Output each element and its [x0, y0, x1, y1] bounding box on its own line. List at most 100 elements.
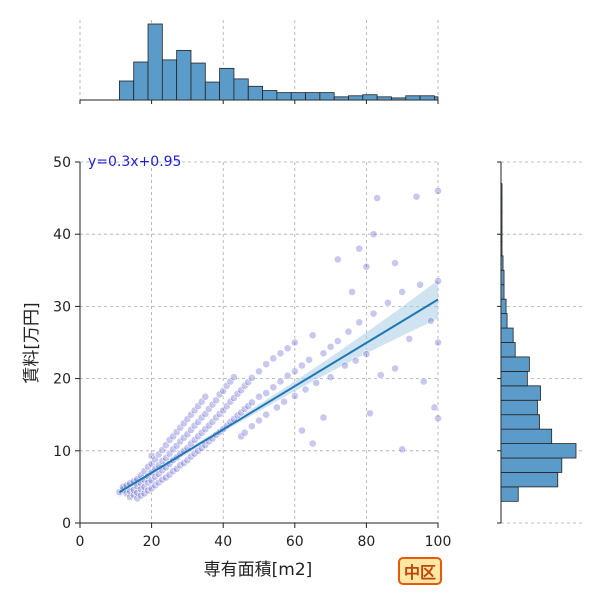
- scatter-point: [312, 379, 321, 387]
- scatter-point: [373, 194, 382, 202]
- right-hist-bar: [500, 197, 503, 213]
- scatter-point: [280, 397, 288, 406]
- scatter-point: [298, 426, 306, 435]
- top-hist-bar: [419, 95, 435, 101]
- region-badge: 中区: [398, 557, 442, 585]
- scatter-point: [426, 316, 435, 325]
- right-hist-bar: [500, 399, 538, 416]
- right-hist-bar: [500, 241, 503, 257]
- scatter-point: [383, 298, 392, 307]
- right-hist-bar: [500, 428, 553, 444]
- x-axis-label: 専有面積[m2]: [204, 560, 313, 580]
- scatter-point: [276, 349, 285, 358]
- scatter-point: [290, 367, 299, 376]
- scatter-point: [362, 350, 371, 358]
- right-hist-bar: [500, 298, 507, 315]
- scatter-point: [298, 361, 306, 370]
- x-tick-label: 60: [286, 534, 304, 550]
- scatter-point: [230, 373, 238, 382]
- right-hist-bar: [500, 284, 505, 300]
- scatter-point: [262, 360, 271, 369]
- scatter-point: [376, 371, 385, 379]
- top-hist-bar: [133, 61, 149, 101]
- scatter-point: [430, 403, 439, 412]
- y-tick-label: 20: [53, 372, 71, 388]
- right-marginal-histogram: [500, 183, 577, 502]
- scatter-point: [247, 373, 256, 382]
- right-hist-bar: [500, 327, 514, 343]
- scatter-point: [344, 327, 353, 336]
- scatter-point: [262, 410, 271, 419]
- y-tick-label: 50: [53, 155, 71, 171]
- right-hist-bar: [500, 342, 516, 358]
- scatter-point: [391, 259, 399, 267]
- scatter-point: [290, 338, 299, 347]
- scatter-point: [333, 255, 342, 264]
- top-hist-bar: [161, 59, 178, 101]
- y-tick-label: 40: [53, 227, 71, 243]
- right-hist-bar: [500, 370, 528, 387]
- right-hist-bar: [500, 255, 504, 271]
- top-hist-bar: [305, 92, 321, 101]
- top-hist-bar: [333, 96, 349, 101]
- right-hist-bar: [500, 212, 503, 228]
- top-hist-bar: [391, 97, 407, 101]
- scatter-point: [269, 354, 278, 363]
- scatter-point: [283, 371, 292, 380]
- right-hist-bar: [500, 385, 541, 401]
- scatter-point: [305, 355, 314, 364]
- y-tick-label: 0: [62, 516, 71, 532]
- y-axis-label: 賃料[万円]: [22, 302, 42, 383]
- right-hist-bar: [500, 472, 559, 488]
- scatter-point: [269, 383, 278, 392]
- scatter-point: [412, 192, 421, 201]
- scatter-point: [262, 389, 271, 397]
- scatter-point: [283, 344, 292, 353]
- regression-line: [118, 298, 439, 494]
- scatter-point: [276, 377, 285, 386]
- top-hist-bar: [290, 92, 306, 101]
- scatter-point: [348, 288, 356, 296]
- top-hist-bar: [319, 92, 335, 101]
- scatter-point: [416, 280, 424, 289]
- y-axis-ticks: 0 10 20 30 40 50: [53, 155, 501, 532]
- scatter-point: [255, 416, 263, 425]
- scatter-point: [326, 342, 335, 351]
- scatter-point: [434, 338, 442, 347]
- right-hist-bar: [500, 486, 519, 502]
- top-hist-bar: [262, 90, 278, 101]
- scatter-point: [434, 414, 442, 423]
- top-hist-bar: [147, 23, 163, 101]
- scatter-point: [247, 398, 256, 407]
- x-tick-label: 80: [357, 534, 375, 550]
- top-hist-bar: [176, 49, 192, 101]
- right-hist-bar: [500, 414, 540, 430]
- top-hist-bar: [233, 78, 249, 101]
- x-tick-label: 0: [76, 534, 85, 550]
- scatter-point: [419, 377, 428, 386]
- scatter-point: [351, 356, 360, 365]
- top-hist-bar: [405, 95, 421, 101]
- scatter-point: [247, 422, 256, 431]
- top-hist-bar: [348, 95, 364, 101]
- scatter-point: [301, 385, 310, 394]
- scatter-point: [326, 373, 335, 382]
- top-hist-bar: [219, 67, 235, 101]
- top-hist-bar: [376, 96, 392, 101]
- scatter-point: [366, 409, 374, 418]
- regression-equation: y=0.3x+0.95: [88, 154, 181, 170]
- top-hist-bar: [247, 85, 263, 101]
- scatter-point: [405, 334, 414, 343]
- scatter-point: [272, 403, 281, 412]
- right-hist-bar: [500, 226, 503, 242]
- scatter-point: [201, 392, 210, 401]
- scatter-point: [308, 439, 317, 448]
- top-hist-bar: [276, 92, 292, 101]
- x-axis-ticks: 0 20 40 60 80 100: [76, 100, 451, 550]
- scatter-point: [355, 318, 364, 327]
- x-tick-label: 20: [143, 534, 161, 550]
- right-hist-bar: [500, 183, 503, 199]
- scatter-point: [355, 244, 364, 253]
- scatter-point: [333, 337, 342, 345]
